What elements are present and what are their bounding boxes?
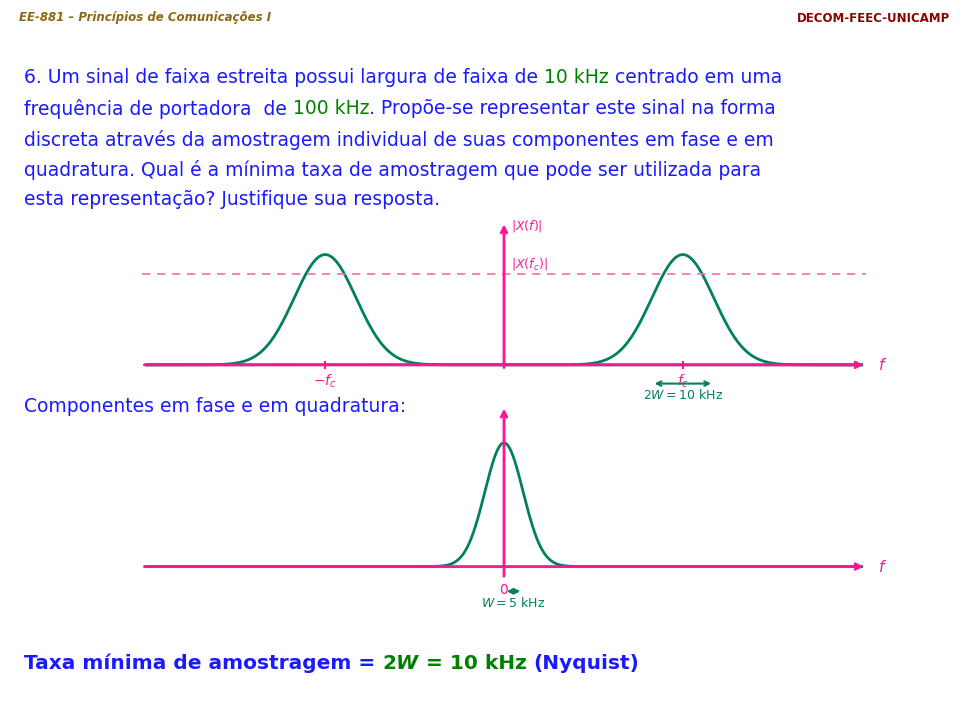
- Text: $f_c$: $f_c$: [677, 372, 689, 390]
- Text: centrado em uma: centrado em uma: [609, 68, 781, 87]
- Text: quadratura. Qual é a mínima taxa de amostragem que pode ser utilizada para: quadratura. Qual é a mínima taxa de amos…: [24, 160, 761, 180]
- Text: $2W = 10$ kHz: $2W = 10$ kHz: [643, 388, 723, 402]
- Text: $W= 5$ kHz: $W= 5$ kHz: [481, 596, 545, 611]
- Text: Taxa mínima de amostragem =: Taxa mínima de amostragem =: [24, 654, 382, 673]
- Text: W: W: [396, 654, 419, 673]
- Text: DECOM-FEEC-UNICAMP: DECOM-FEEC-UNICAMP: [797, 12, 950, 24]
- Text: discreta através da amostragem individual de suas componentes em fase e em: discreta através da amostragem individua…: [24, 130, 774, 150]
- Text: (Nyquist): (Nyquist): [534, 654, 639, 673]
- Text: EE-881 – Princípios de Comunicações I: EE-881 – Princípios de Comunicações I: [19, 12, 272, 24]
- Text: 2: 2: [382, 654, 396, 673]
- Text: $-f_c$: $-f_c$: [313, 372, 337, 390]
- Text: 10 kHz: 10 kHz: [544, 68, 609, 87]
- Text: . Propõe-se representar este sinal na forma: . Propõe-se representar este sinal na fo…: [370, 99, 776, 118]
- Text: 6. Um sinal de faixa estreita possui largura de faixa de: 6. Um sinal de faixa estreita possui lar…: [24, 68, 544, 87]
- Text: $0$: $0$: [499, 582, 509, 597]
- Text: $|X(f_c)|$: $|X(f_c)|$: [511, 256, 548, 272]
- Text: = 10 kHz: = 10 kHz: [419, 654, 534, 673]
- Text: $f$: $f$: [878, 559, 888, 575]
- Text: $f$: $f$: [878, 357, 888, 373]
- Text: 100 kHz: 100 kHz: [293, 99, 370, 118]
- Text: frequência de portadora  de: frequência de portadora de: [24, 99, 293, 120]
- Text: $|X(f)|$: $|X(f)|$: [511, 218, 542, 234]
- Text: esta representação? Justifique sua resposta.: esta representação? Justifique sua respo…: [24, 190, 440, 209]
- Text: Componentes em fase e em quadratura:: Componentes em fase e em quadratura:: [24, 397, 406, 416]
